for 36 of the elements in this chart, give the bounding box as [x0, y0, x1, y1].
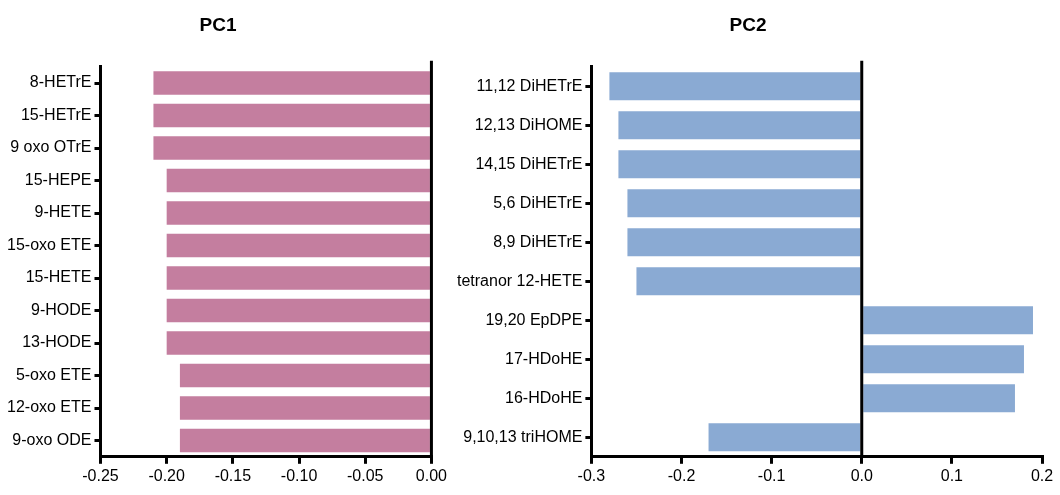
y-tick-label: 9-oxo ODE — [12, 430, 92, 448]
x-tick-label: -0.20 — [148, 466, 186, 484]
y-tick-label: 9-HODE — [31, 300, 92, 318]
y-tick-label: 12,13 DiHOME — [474, 115, 583, 133]
x-tick-label: -0.1 — [757, 466, 786, 484]
y-tick-label: 8-HETrE — [29, 73, 92, 91]
chart-title: PC1 — [199, 13, 237, 35]
y-tick-label: 5-oxo ETE — [15, 365, 92, 383]
y-tick-label: 15-HETE — [25, 268, 92, 286]
x-tick-label: -0.05 — [347, 466, 384, 484]
y-tick-label: 17-HDoHE — [505, 349, 583, 367]
y-tick-label: 12-oxo ETE — [7, 398, 92, 416]
y-tick-label: 8,9 DiHETrE — [493, 232, 583, 250]
y-tick-label: 15-HETrE — [20, 105, 92, 123]
x-tick-label: 0.00 — [415, 466, 448, 484]
y-tick-label: 13-HODE — [22, 333, 92, 351]
x-tick-label: -0.3 — [577, 466, 606, 484]
x-tick-label: -0.10 — [280, 466, 318, 484]
x-tick-label: -0.2 — [667, 466, 696, 484]
y-tick-label: tetranor 12-HETE — [456, 271, 583, 289]
x-tick-label: 0.2 — [1030, 466, 1054, 484]
x-tick-label: -0.15 — [214, 466, 252, 484]
y-tick-label: 5,6 DiHETrE — [493, 193, 583, 211]
y-tick-label: 15-HEPE — [24, 170, 92, 188]
y-tick-label: 16-HDoHE — [505, 388, 583, 406]
chart-title: PC2 — [729, 13, 767, 35]
y-tick-label: 9 oxo OTrE — [10, 138, 92, 156]
y-tick-label: 14,15 DiHETrE — [475, 154, 583, 172]
y-tick-label: 19,20 EpDPE — [485, 310, 583, 328]
x-tick-label: -0.25 — [82, 466, 119, 484]
y-tick-label: 11,12 DiHETrE — [476, 76, 583, 94]
y-tick-label: 9-HETE — [34, 203, 92, 221]
x-tick-label: 0.1 — [940, 466, 964, 484]
y-tick-label: 9,10,13 triHOME — [463, 427, 583, 445]
y-tick-label: 15-oxo ETE — [7, 235, 92, 253]
x-tick-label: 0.0 — [850, 466, 873, 484]
